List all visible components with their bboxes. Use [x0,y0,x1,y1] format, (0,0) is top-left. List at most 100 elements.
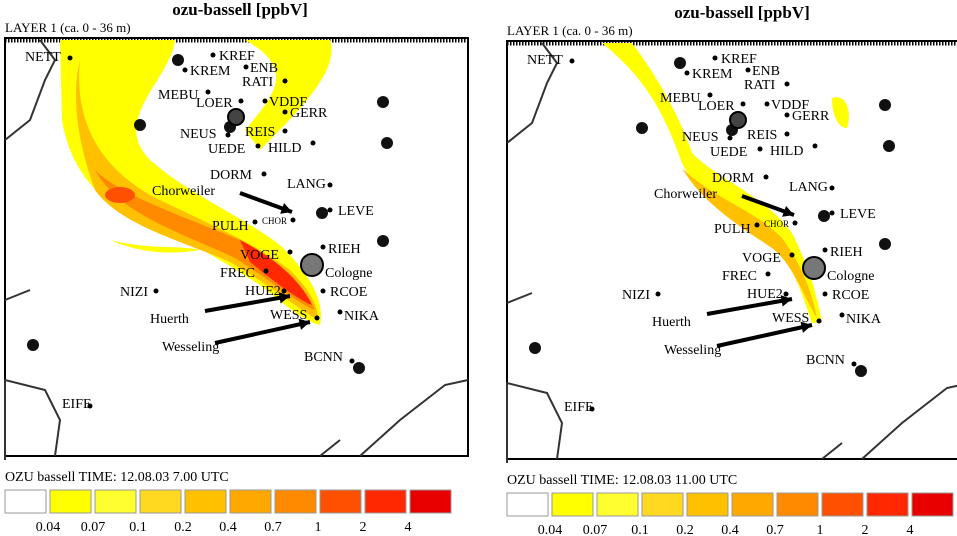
layer-label: LAYER 1 (ca. 0 - 36 m) [5,20,131,35]
legend-swatch [731,492,774,517]
legend-label: 2 [862,523,869,536]
annotation-label: Chorweiler [654,187,717,202]
plume-yellow-branch [245,40,332,150]
station-label: HILD [268,141,301,156]
arrowhead-icon [278,292,290,304]
station-label: RCOE [832,288,869,303]
station-dot [287,249,293,255]
city-marker [883,140,895,152]
cologne-marker [300,253,324,277]
station-dot [310,140,316,146]
border-line-east [319,379,469,457]
station-dot [764,101,770,107]
station-dot [320,288,326,294]
legend-swatch [686,492,729,517]
station-label: PULH [212,219,249,234]
legend-swatch [229,489,272,514]
station-dot [829,185,835,191]
station-label: RIEH [328,242,361,257]
plume-yellow [602,43,822,323]
annotation-label: Cologne [325,266,372,281]
city-marker [636,122,648,134]
station-label: NIZI [120,285,148,300]
station-dot [784,131,790,137]
legend-label: 2 [360,520,367,535]
station-dot [282,128,288,134]
station-label: EIFE [564,400,594,415]
station-label: NIZI [622,288,650,303]
legend-label: 1 [315,520,322,535]
station-label: VOGE [240,248,279,263]
arrowhead-icon [298,318,310,330]
station-dot [290,217,296,223]
legend-swatch [364,489,407,514]
annotation-label: Wesseling [162,340,219,355]
border-line-east [821,384,957,460]
arrowhead-icon [800,321,812,333]
station-dot [783,291,789,297]
station-dot [784,81,790,87]
station-dot [822,247,828,253]
cologne-north-marker [227,108,245,126]
city-marker [27,339,39,351]
station-label: CHOR [764,219,789,229]
station-label: FREC [220,266,255,281]
legend-swatch [641,492,684,517]
station-dot [684,70,690,76]
station-label: REIS [747,128,777,143]
station-label: KREF [721,52,757,67]
station-label: DORM [210,168,253,183]
legend-label: 0.2 [174,520,192,535]
color-legend: OZU bassell TIME: 12.08.03 11.00 UTC 0.04… [506,473,954,536]
station-label: NEUS [180,127,217,142]
station-label: LANG [789,180,828,195]
station-dot [740,101,746,107]
station-dot [784,112,790,118]
station-label: NIKA [846,312,882,327]
map-panel-1: ozu-bassell [ppbV] LAYER 1 (ca. 0 - 36 m)… [4,0,469,535]
station-dot [829,210,835,216]
station-label: BCNN [304,350,343,365]
station-label: REIS [245,125,275,140]
station-dot [707,92,713,98]
legend-swatch [319,489,362,514]
station-label: WESS [772,311,809,326]
border-line-west [4,39,62,460]
station-dot [754,222,760,228]
cologne-north-marker [729,111,747,129]
arrowhead-icon [782,205,794,217]
station-dot [327,207,333,213]
legend-swatch [409,489,452,514]
station-dot [816,318,822,324]
station-label: RATI [744,78,775,93]
station-dot [745,67,751,73]
legend-swatch [866,492,909,517]
legend-swatch [821,492,864,517]
station-label: VDDF [269,95,307,110]
color-legend: OZU bassell TIME: 12.08.03 7.00 UTC 0.04 0… [4,470,452,535]
legend-swatch [139,489,182,514]
station-label: ENB [752,64,780,79]
legend-swatch [49,489,92,514]
station-dot [763,174,769,180]
city-marker [172,54,184,66]
station-dot [789,252,795,258]
cologne-marker [802,256,826,280]
station-dot [252,219,258,225]
legend-swatch [596,492,639,517]
city-marker [818,210,830,222]
city-marker [855,365,867,377]
city-marker [134,119,146,131]
arrowhead-icon [280,202,292,214]
city-marker [674,57,686,69]
station-label: NEUS [682,130,719,145]
station-dot [851,361,857,367]
legend-swatch [274,489,317,514]
city-marker [353,362,365,374]
legend-label: 0.04 [538,523,563,536]
legend-label: 0.4 [721,523,739,536]
arrow-icon [706,297,793,316]
legend-title: OZU bassell TIME: 12.08.03 11.00 UTC [507,473,737,488]
